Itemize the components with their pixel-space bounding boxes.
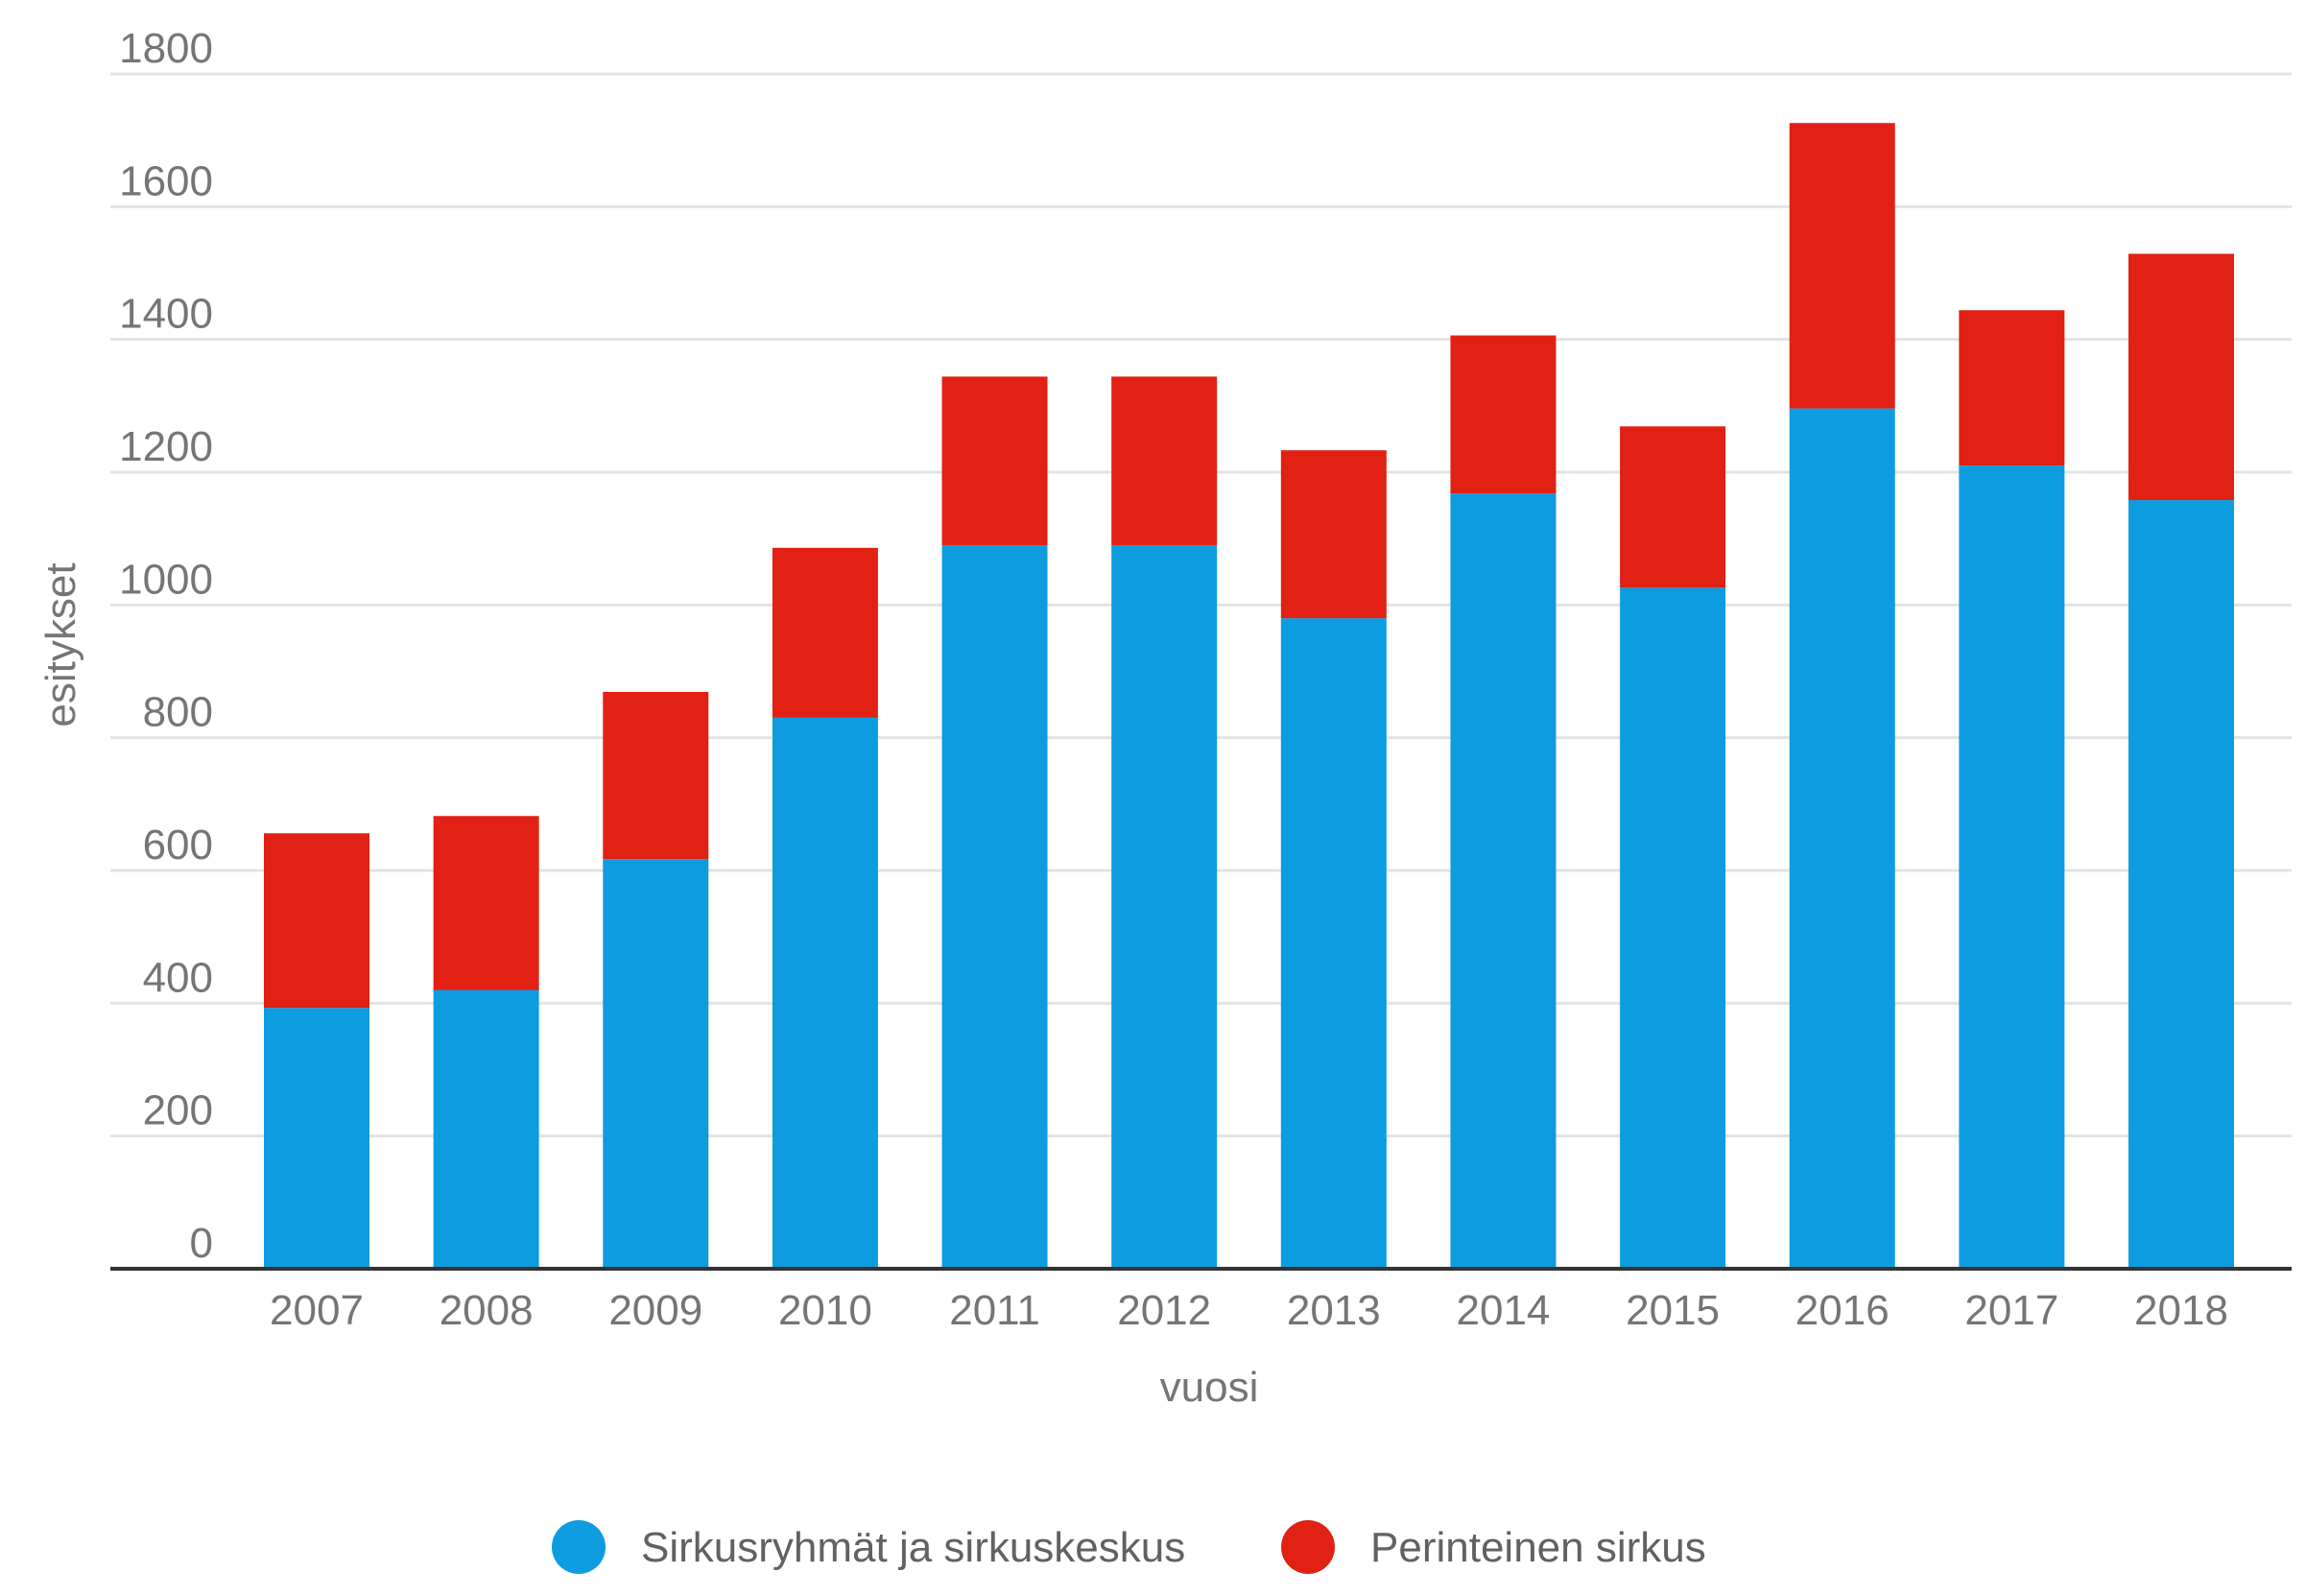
x-tick-label: 2011 bbox=[949, 1287, 1040, 1334]
bar-segment-sirkusryhmat-2010 bbox=[772, 717, 878, 1269]
bar-segment-perinteinen-2010 bbox=[772, 547, 878, 718]
legend: Sirkusryhmät ja sirkuskeskus Perinteinen … bbox=[552, 1520, 1706, 1574]
bar-segment-perinteinen-2013 bbox=[1280, 450, 1387, 619]
legend-label: Sirkusryhmät ja sirkuskeskus bbox=[641, 1524, 1185, 1571]
y-tick-label: 800 bbox=[143, 689, 213, 736]
y-tick-label: 1000 bbox=[119, 556, 213, 603]
legend-swatch bbox=[1281, 1520, 1335, 1574]
y-tick-label: 400 bbox=[143, 954, 213, 1001]
y-axis-tick-labels: 0 200 400 600 800 1000 1200 1400 1600 1800 bbox=[119, 25, 213, 1267]
x-tick-label: 2007 bbox=[270, 1287, 364, 1334]
bar-segment-sirkusryhmat-2008 bbox=[433, 989, 539, 1269]
bar-segment-perinteinen-2014 bbox=[1450, 335, 1557, 494]
bars bbox=[264, 123, 2234, 1270]
legend-label: Perinteinen sirkus bbox=[1370, 1524, 1706, 1571]
x-tick-label: 2015 bbox=[1626, 1287, 1720, 1334]
x-axis-title: vuosi bbox=[1160, 1364, 1259, 1411]
bar-segment-sirkusryhmat-2018 bbox=[2128, 500, 2234, 1269]
x-axis-tick-labels: 2007 2008 2009 2010 2011 2012 2013 2014 2015 2016… bbox=[270, 1287, 2228, 1334]
bar-segment-perinteinen-2015 bbox=[1620, 426, 1726, 588]
bar-segment-sirkusryhmat-2013 bbox=[1280, 618, 1387, 1269]
x-tick-label: 2016 bbox=[1795, 1287, 1890, 1334]
bar-segment-perinteinen-2018 bbox=[2128, 253, 2234, 501]
bar-segment-perinteinen-2007 bbox=[264, 833, 369, 1009]
x-tick-label: 2012 bbox=[1117, 1287, 1211, 1334]
bar-segment-perinteinen-2017 bbox=[1959, 310, 2065, 466]
legend-swatch bbox=[552, 1520, 606, 1574]
x-tick-label: 2008 bbox=[440, 1287, 534, 1334]
bar-segment-sirkusryhmat-2011 bbox=[941, 545, 1048, 1269]
x-tick-label: 2009 bbox=[608, 1287, 702, 1334]
bar-segment-sirkusryhmat-2016 bbox=[1789, 408, 1895, 1270]
bar-segment-sirkusryhmat-2009 bbox=[603, 859, 709, 1269]
x-tick-label: 2014 bbox=[1457, 1287, 1551, 1334]
y-tick-label: 600 bbox=[143, 822, 213, 869]
y-tick-label: 1800 bbox=[119, 25, 213, 72]
y-tick-label: 1400 bbox=[119, 291, 213, 338]
x-tick-label: 2010 bbox=[778, 1287, 872, 1334]
bar-segment-sirkusryhmat-2007 bbox=[264, 1008, 369, 1269]
bar-segment-sirkusryhmat-2012 bbox=[1111, 545, 1218, 1269]
bar-segment-sirkusryhmat-2015 bbox=[1620, 587, 1726, 1269]
bar-segment-sirkusryhmat-2014 bbox=[1450, 493, 1557, 1269]
y-tick-label: 1600 bbox=[119, 157, 213, 204]
bar-segment-perinteinen-2012 bbox=[1111, 376, 1218, 546]
x-tick-label: 2018 bbox=[2134, 1287, 2228, 1334]
bar-segment-perinteinen-2011 bbox=[941, 376, 1048, 546]
x-tick-label: 2013 bbox=[1287, 1287, 1381, 1334]
x-tick-label: 2017 bbox=[1964, 1287, 2058, 1334]
bar-segment-sirkusryhmat-2017 bbox=[1959, 465, 2065, 1269]
bar-segment-perinteinen-2009 bbox=[603, 691, 709, 860]
bar-segment-perinteinen-2016 bbox=[1789, 123, 1895, 409]
bar-segment-perinteinen-2008 bbox=[433, 816, 539, 990]
y-tick-label: 200 bbox=[143, 1087, 213, 1134]
y-axis-title: esitykset bbox=[37, 562, 84, 727]
y-tick-label: 0 bbox=[190, 1220, 213, 1267]
y-tick-label: 1200 bbox=[119, 423, 213, 470]
